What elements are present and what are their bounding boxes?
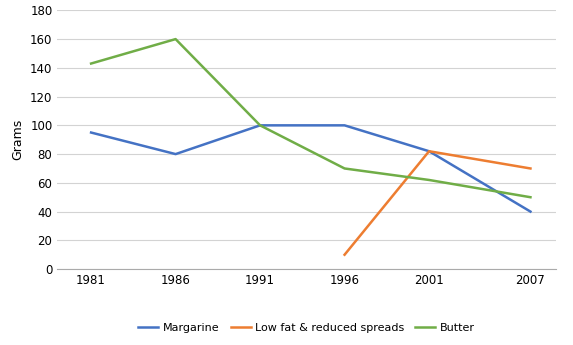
- Margarine: [88, 130, 95, 135]
- Line: Butter: Butter: [91, 39, 531, 197]
- Butter: [341, 166, 348, 170]
- Margarine: [527, 209, 534, 214]
- Line: Low fat & reduced spreads: Low fat & reduced spreads: [344, 151, 531, 255]
- Butter: [88, 61, 95, 66]
- Butter: [527, 195, 534, 199]
- Margarine: [426, 149, 433, 153]
- Legend: Margarine, Low fat & reduced spreads, Butter: Margarine, Low fat & reduced spreads, Bu…: [134, 319, 479, 337]
- Low fat & reduced spreads: [341, 253, 348, 257]
- Margarine: [257, 123, 264, 127]
- Butter: [257, 123, 264, 127]
- Low fat & reduced spreads: [426, 149, 433, 153]
- Y-axis label: Grams: Grams: [11, 119, 25, 160]
- Margarine: [172, 152, 179, 156]
- Butter: [426, 178, 433, 182]
- Margarine: [341, 123, 348, 127]
- Line: Margarine: Margarine: [91, 125, 531, 211]
- Low fat & reduced spreads: [527, 166, 534, 170]
- Butter: [172, 37, 179, 41]
